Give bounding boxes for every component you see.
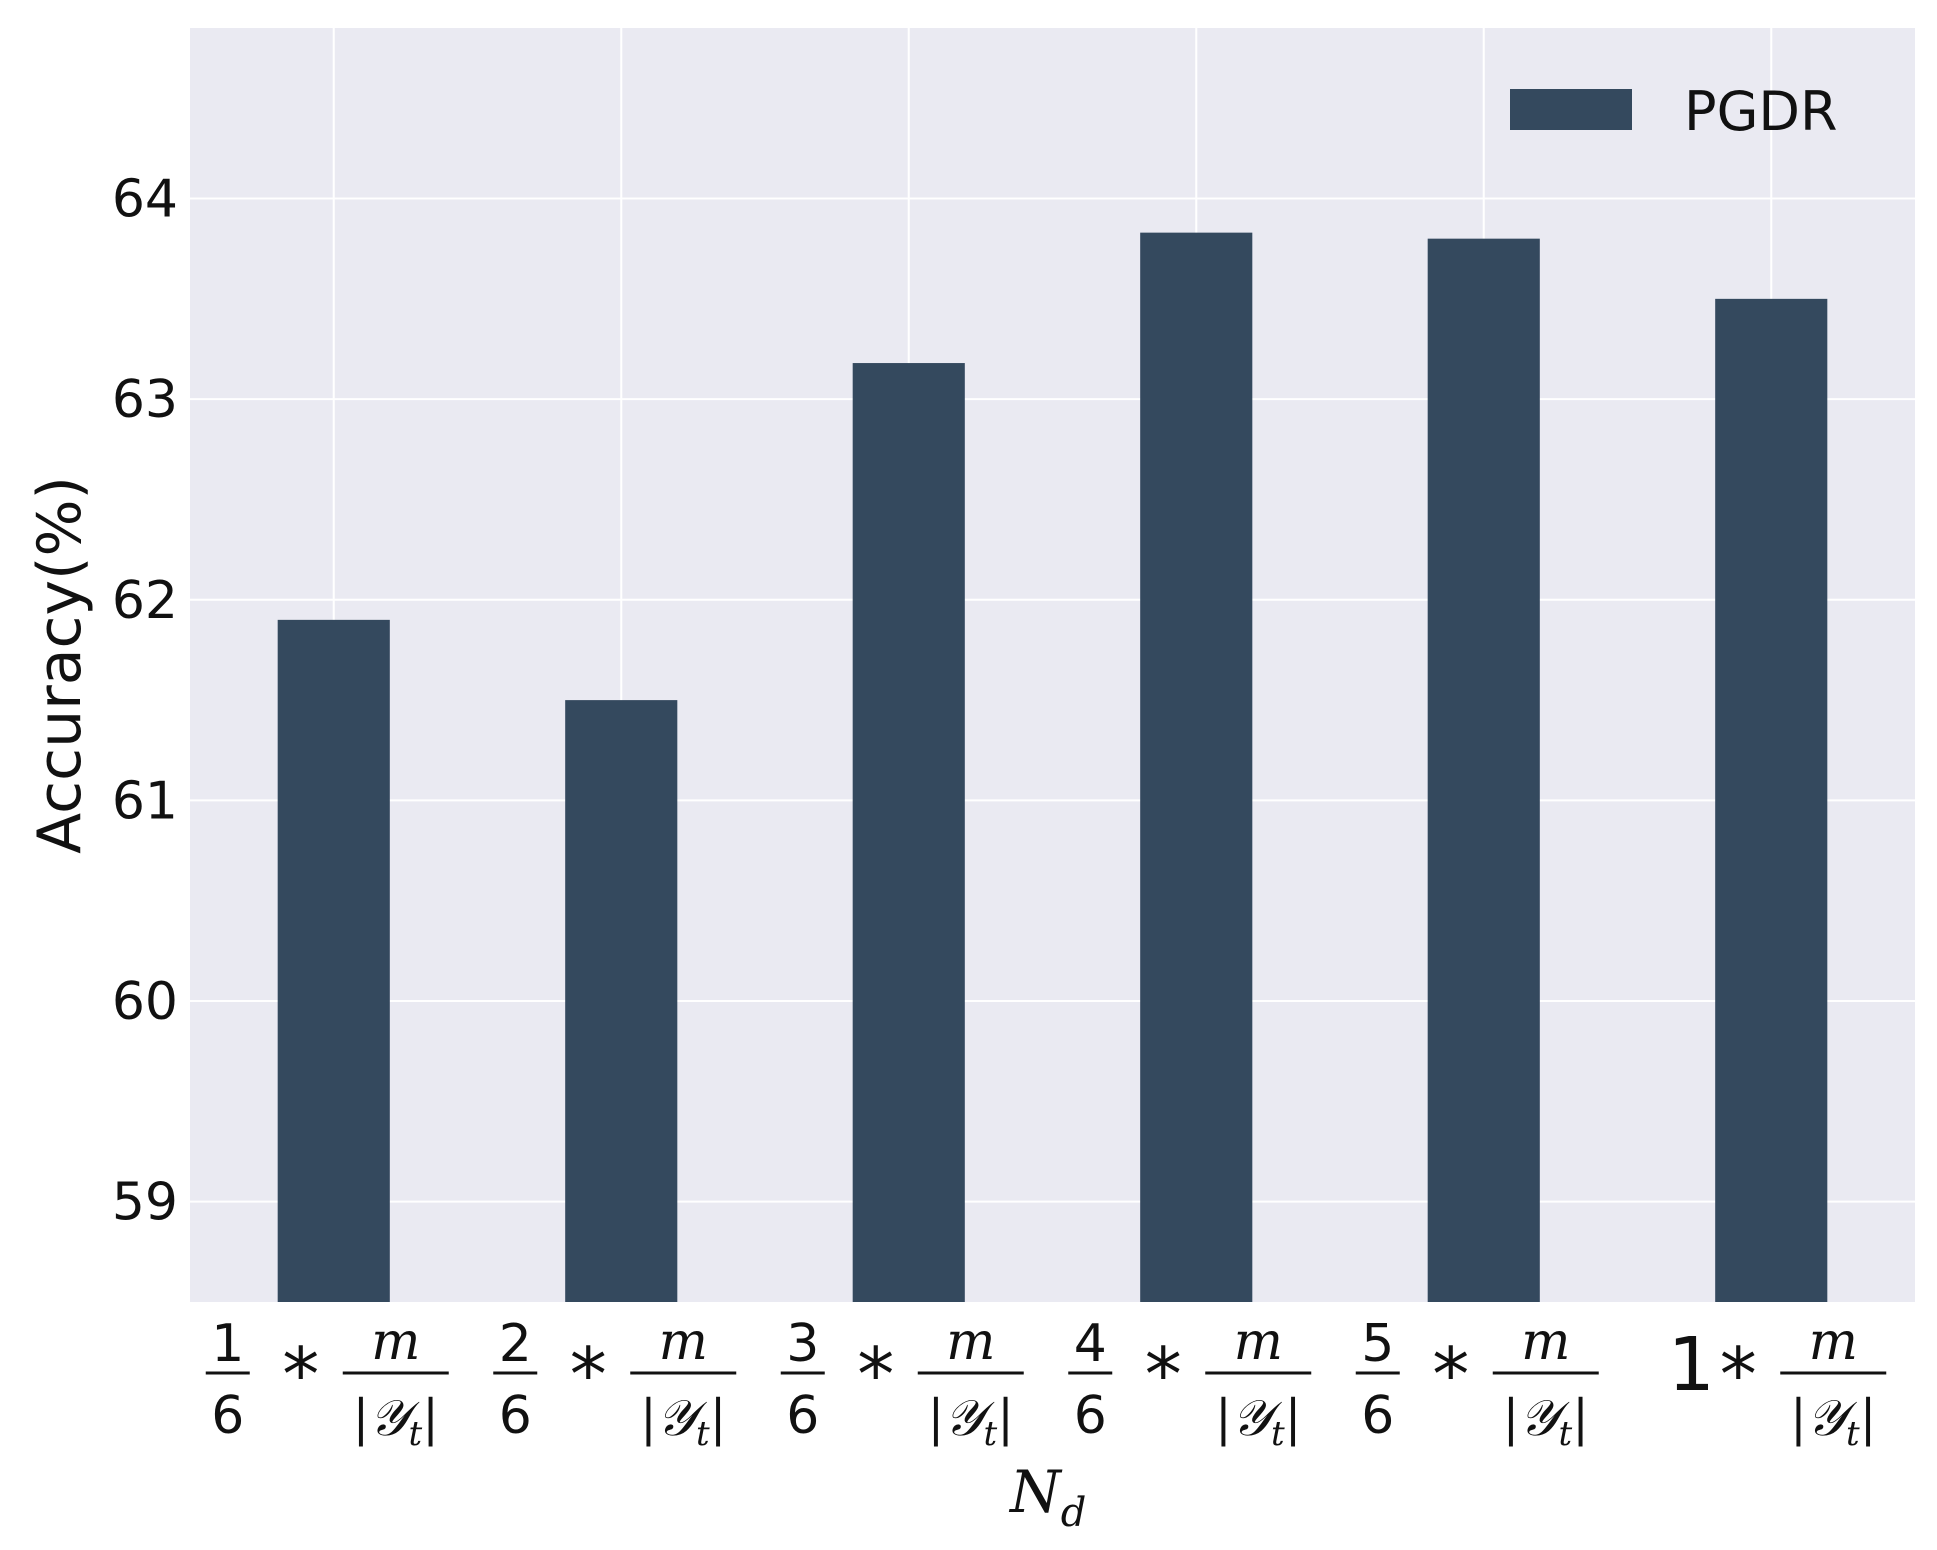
- x-tick-coef-numerator: 4: [1074, 1314, 1107, 1374]
- y-tick-label: 62: [112, 571, 178, 631]
- x-tick-coef: 1: [1668, 1322, 1715, 1408]
- legend-label-pgdr: PGDR: [1684, 80, 1838, 143]
- legend: PGDR: [1510, 80, 1838, 143]
- x-axis-title-main: N: [1008, 1458, 1063, 1526]
- x-tick-operator: *: [1432, 1332, 1469, 1418]
- x-axis-title-subscript: d: [1061, 1490, 1087, 1536]
- bar: [1427, 238, 1540, 1303]
- x-tick-frac-denominator: |𝒴t|: [1502, 1389, 1589, 1454]
- x-tick-frac-numerator: m: [1521, 1312, 1570, 1372]
- x-tick-coef-denominator: 6: [211, 1386, 244, 1446]
- x-tick-coef-denominator: 6: [1361, 1386, 1394, 1446]
- x-tick-operator: *: [857, 1332, 894, 1418]
- legend-swatch-pgdr: [1510, 89, 1632, 130]
- x-tick-coef-denominator: 6: [499, 1386, 532, 1446]
- x-tick-label: 2 6 * m |𝒴t|: [493, 1312, 737, 1454]
- x-tick-frac-numerator: m: [371, 1312, 420, 1372]
- plot-background: [190, 28, 1915, 1302]
- x-tick-frac-denominator: |𝒴t|: [640, 1389, 727, 1454]
- y-tick-labels: 59 60 61 62 63 64: [112, 170, 178, 1233]
- x-tick-frac-numerator: m: [946, 1312, 995, 1372]
- y-tick-label: 59: [112, 1173, 178, 1233]
- x-tick-label: 4 6 * m |𝒴t|: [1068, 1312, 1312, 1454]
- x-tick-frac-numerator: m: [1234, 1312, 1283, 1372]
- x-tick-label: 1 6 * m |𝒴t|: [205, 1312, 449, 1454]
- x-tick-labels: 1 6 * m |𝒴t| 2 6 * m |𝒴t| 3 6 * m |𝒴t| 4 6 * m |𝒴t| 5 6 * m |𝒴t|…: [205, 1312, 1887, 1454]
- x-tick-coef-numerator: 5: [1361, 1314, 1394, 1374]
- bar: [852, 363, 965, 1302]
- x-axis-title: Nd: [1008, 1458, 1086, 1536]
- x-tick-label: 5 6 * m |𝒴t|: [1355, 1312, 1599, 1454]
- y-tick-label: 61: [112, 771, 178, 831]
- x-tick-coef-denominator: 6: [786, 1386, 819, 1446]
- y-tick-label: 64: [112, 170, 178, 230]
- x-tick-operator: *: [1145, 1332, 1182, 1418]
- x-tick-operator: *: [282, 1332, 319, 1418]
- x-tick-frac-numerator: m: [659, 1312, 708, 1372]
- y-tick-label: 60: [112, 972, 178, 1032]
- bar: [565, 700, 678, 1302]
- x-tick-coef-numerator: 1: [211, 1314, 244, 1374]
- x-tick-frac-numerator: m: [1809, 1312, 1858, 1372]
- x-tick-operator: *: [570, 1332, 607, 1418]
- x-tick-label: 3 6 * m |𝒴t|: [780, 1312, 1024, 1454]
- x-tick-coef-numerator: 3: [786, 1314, 819, 1374]
- x-tick-coef-denominator: 6: [1074, 1386, 1107, 1446]
- svg-text:Nd: Nd: [1008, 1458, 1086, 1536]
- x-tick-operator: *: [1720, 1332, 1757, 1418]
- bar: [277, 619, 390, 1302]
- x-tick-coef-numerator: 2: [499, 1314, 532, 1374]
- x-tick-frac-denominator: |𝒴t|: [1790, 1389, 1877, 1454]
- x-tick-label: 1 * m |𝒴t|: [1668, 1312, 1887, 1454]
- bars: [277, 232, 1828, 1303]
- bar: [1140, 232, 1253, 1302]
- bar: [1715, 298, 1828, 1302]
- x-tick-frac-denominator: |𝒴t|: [352, 1389, 439, 1454]
- y-tick-label: 63: [112, 370, 178, 430]
- x-tick-frac-denominator: |𝒴t|: [1215, 1389, 1302, 1454]
- y-axis-title: Accuracy(%): [25, 476, 95, 854]
- x-tick-frac-denominator: |𝒴t|: [927, 1389, 1014, 1454]
